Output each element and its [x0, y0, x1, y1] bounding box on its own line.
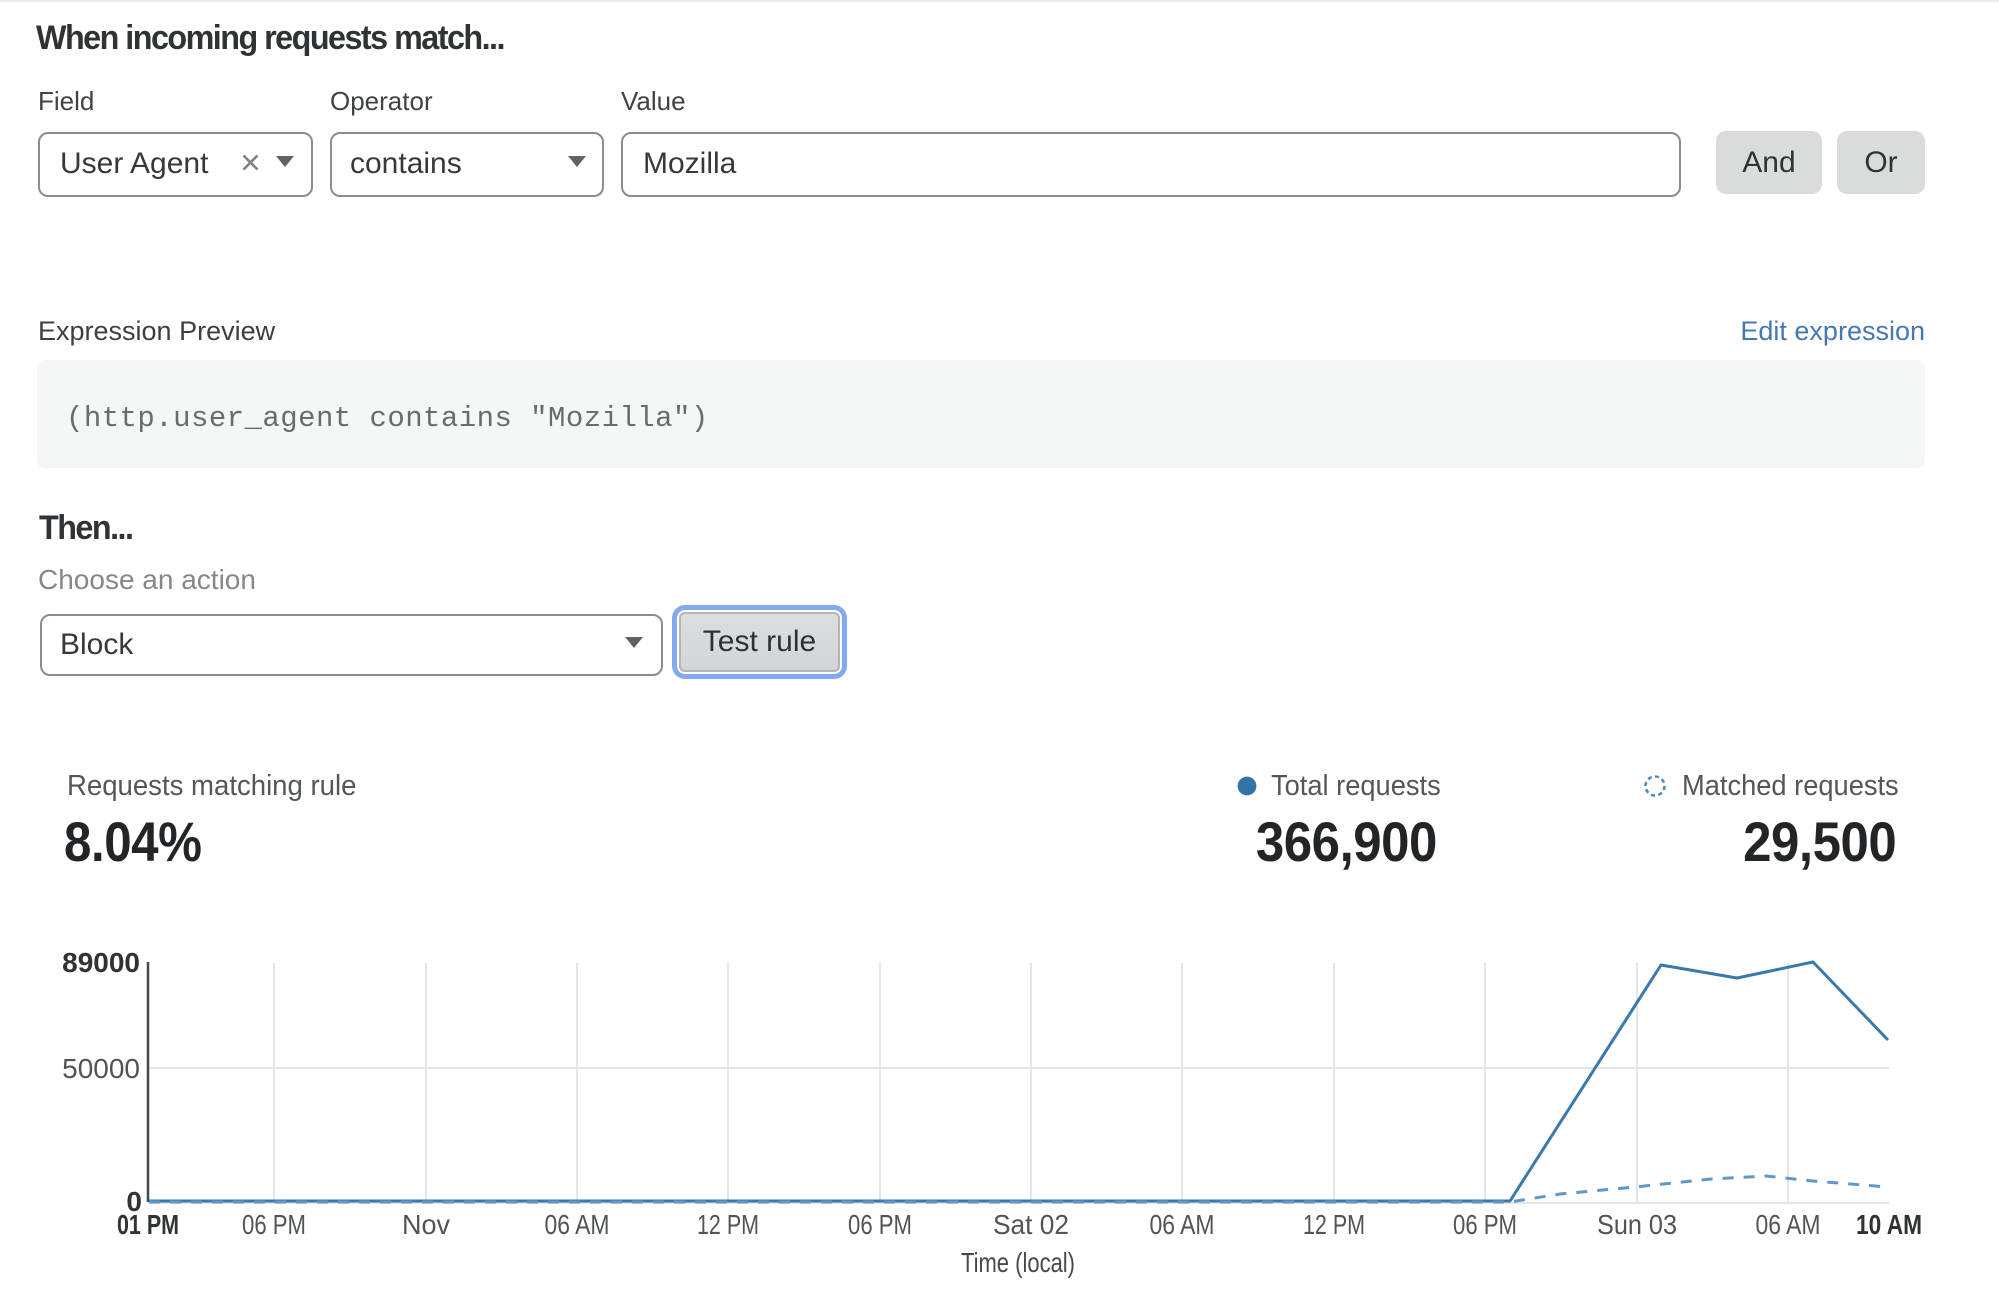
svg-text:01 PM: 01 PM [117, 1209, 179, 1240]
svg-text:Nov: Nov [402, 1209, 450, 1240]
svg-text:50000: 50000 [62, 1053, 140, 1084]
svg-text:89000: 89000 [62, 947, 140, 978]
svg-text:06 AM: 06 AM [545, 1209, 610, 1240]
svg-text:Sat 02: Sat 02 [993, 1209, 1069, 1240]
svg-text:Sun 03: Sun 03 [1597, 1209, 1677, 1240]
svg-text:06 AM: 06 AM [1150, 1209, 1215, 1240]
svg-text:06 AM: 06 AM [1756, 1209, 1821, 1240]
svg-text:06 PM: 06 PM [1453, 1209, 1517, 1240]
svg-text:06 PM: 06 PM [242, 1209, 306, 1240]
svg-text:12 PM: 12 PM [1303, 1209, 1365, 1240]
svg-text:0: 0 [126, 1186, 142, 1217]
svg-text:06 PM: 06 PM [848, 1209, 912, 1240]
svg-text:12 PM: 12 PM [697, 1209, 759, 1240]
svg-text:Time (local): Time (local) [961, 1247, 1075, 1278]
svg-text:10 AM: 10 AM [1856, 1209, 1922, 1240]
